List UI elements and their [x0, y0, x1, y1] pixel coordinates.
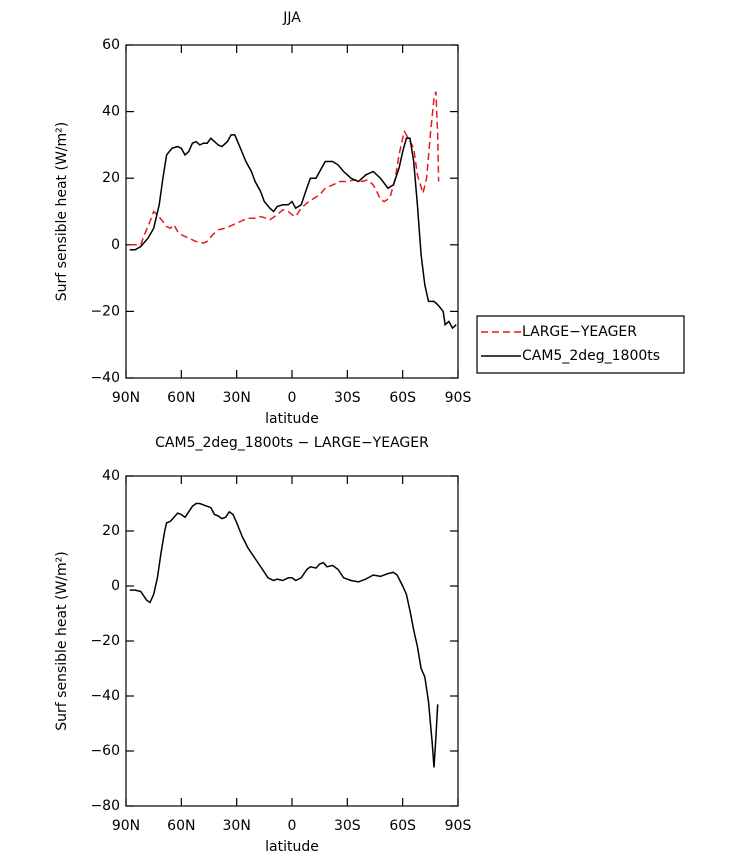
x-tick-label: 90S: [445, 390, 472, 406]
x-axis-label: latitude: [265, 839, 319, 855]
y-tick-label: −20: [90, 633, 120, 649]
x-tick-label: 60N: [167, 818, 195, 834]
data-line: [129, 134, 457, 330]
y-tick-label: −40: [90, 370, 120, 386]
y-tick-label: 60: [102, 37, 120, 53]
y-axis-label: Surf sensible heat (W/m²): [54, 551, 70, 730]
chart-title: JJA: [282, 10, 301, 26]
x-tick-label: 30N: [223, 818, 251, 834]
x-tick-label: 0: [288, 818, 297, 834]
x-tick-label: 90N: [112, 390, 140, 406]
data-line: [129, 91, 440, 246]
x-tick-label: 30S: [334, 390, 361, 406]
y-tick-label: −60: [90, 743, 120, 759]
chart-title: CAM5_2deg_1800ts − LARGE−YEAGER: [155, 435, 429, 451]
y-tick-label: 0: [111, 578, 120, 594]
plot-frame: [125, 44, 459, 379]
y-axis-label: Surf sensible heat (W/m²): [54, 122, 70, 301]
x-axis-label: latitude: [265, 411, 319, 427]
y-tick-label: 20: [102, 523, 120, 539]
y-tick-label: 20: [102, 170, 120, 186]
x-tick-label: 90N: [112, 818, 140, 834]
y-tick-label: 40: [102, 104, 120, 120]
data-line: [129, 502, 439, 768]
legend-box: [476, 315, 685, 374]
x-tick-label: 0: [288, 390, 297, 406]
y-tick-label: 40: [102, 468, 120, 484]
x-tick-label: 60S: [389, 818, 416, 834]
y-tick-label: −80: [90, 798, 120, 814]
x-tick-label: 60N: [167, 390, 195, 406]
y-tick-label: −40: [90, 688, 120, 704]
legend-label: LARGE−YEAGER: [522, 324, 637, 340]
x-tick-label: 60S: [389, 390, 416, 406]
x-tick-label: 30N: [223, 390, 251, 406]
y-tick-label: 0: [111, 237, 120, 253]
x-tick-label: 30S: [334, 818, 361, 834]
plot-frame: [125, 475, 459, 807]
x-tick-label: 90S: [445, 818, 472, 834]
legend-label: CAM5_2deg_1800ts: [522, 348, 660, 364]
y-tick-label: −20: [90, 303, 120, 319]
